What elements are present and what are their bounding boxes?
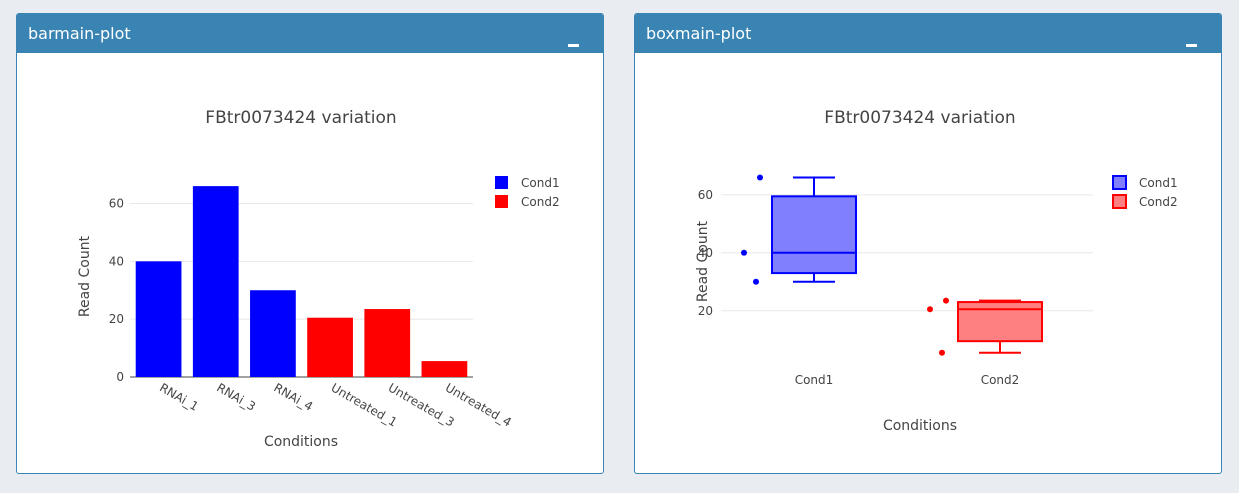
y-tick-label: 40 <box>109 254 124 268</box>
x-axis-label: Conditions <box>883 418 957 434</box>
legend-swatch <box>495 195 508 208</box>
bar <box>135 261 182 377</box>
legend-label: Cond2 <box>521 195 560 209</box>
bar <box>307 317 353 377</box>
x-tick-label: Cond2 <box>981 373 1020 387</box>
data-point <box>757 174 763 181</box>
x-tick-label: RNAi_1 <box>157 380 201 413</box>
chart-title: FBtr0073424 variation <box>205 108 396 128</box>
y-tick-label: 20 <box>698 304 713 318</box>
panel-header: boxmain-plot <box>635 14 1221 53</box>
bar <box>364 309 411 377</box>
panel-header: barmain-plot <box>17 14 603 53</box>
panel-title: boxmain-plot <box>646 24 752 43</box>
legend-label: Cond1 <box>521 176 560 190</box>
legend-label: Cond1 <box>1139 176 1178 190</box>
data-point <box>943 297 949 304</box>
x-tick-label: Cond1 <box>795 373 834 387</box>
x-tick-label: RNAi_4 <box>271 380 315 413</box>
y-tick-label: 60 <box>109 196 124 210</box>
data-point <box>753 278 759 285</box>
bar-chart: FBtr0073424 variation 0 20 40 60 RNAi_1 RNAi_3… <box>77 108 560 450</box>
y-tick-label: 0 <box>116 370 124 384</box>
legend-swatch <box>495 176 508 189</box>
bar <box>192 186 239 377</box>
y-axis-label: Read Count <box>695 220 711 302</box>
box <box>771 195 857 275</box>
panel-title: barmain-plot <box>28 24 131 43</box>
data-point <box>927 306 933 313</box>
bar <box>421 361 468 377</box>
minus-icon[interactable] <box>1186 44 1197 47</box>
data-point <box>939 349 945 356</box>
box-chart: FBtr0073424 variation 20 40 60 Cond1 Cond2 Con… <box>695 108 1178 434</box>
minus-icon[interactable] <box>568 44 579 47</box>
box <box>957 301 1043 343</box>
x-tick-label: RNAi_3 <box>214 380 258 413</box>
legend-label: Cond2 <box>1139 195 1178 209</box>
y-tick-label: 40 <box>698 246 713 260</box>
x-axis-label: Conditions <box>264 434 338 450</box>
legend-swatch <box>1112 194 1127 209</box>
bar <box>250 290 296 377</box>
y-axis-label: Read Count <box>77 235 93 317</box>
legend-swatch <box>1112 175 1127 190</box>
boxmain-plot-panel: boxmain-plot FBtr0073424 variation 20 40 60… <box>634 13 1222 474</box>
data-point <box>741 249 747 256</box>
y-tick-label: 20 <box>109 312 124 326</box>
barmain-plot-panel: barmain-plot FBtr0073424 variation 0 20 40 6… <box>16 13 604 474</box>
y-tick-label: 60 <box>698 188 713 202</box>
chart-title: FBtr0073424 variation <box>824 108 1015 128</box>
